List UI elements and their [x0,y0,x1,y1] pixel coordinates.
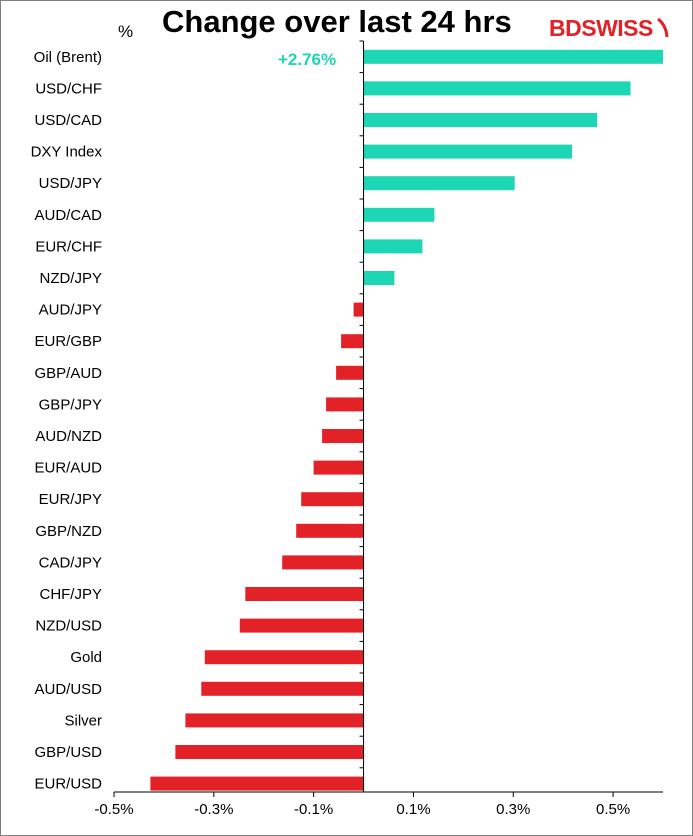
bar-dxy-index [363,144,573,159]
category-label: Silver [64,712,102,729]
bar-usd-cad [363,113,598,127]
category-label: USD/CAD [34,112,102,129]
bar-gbp-nzd [296,523,364,538]
category-label: EUR/JPY [39,491,102,508]
bar-eur-aud [313,460,364,475]
bar-eur-gbp [341,334,364,349]
category-label: GBP/NZD [35,523,102,540]
bar-gbp-jpy [326,397,364,412]
bar-eur-usd [150,776,364,791]
category-label: USD/JPY [39,175,102,192]
category-label: CAD/JPY [39,554,102,571]
category-label: AUD/USD [34,681,102,698]
bar-aud-cad [363,207,435,222]
x-tick-label: -0.1% [294,801,333,818]
category-label: EUR/GBP [34,333,102,350]
x-tick-label: 0.5% [596,801,630,818]
bar-gbp-usd [175,745,364,759]
category-label: AUD/JPY [39,302,102,319]
bar-aud-usd [201,681,364,696]
brand-logo: BD SWISS [549,14,670,42]
x-tick-label: -0.3% [194,801,233,818]
bar-cad-jpy [282,555,364,570]
brand-logo-bd: BD [549,14,582,41]
category-label: NZD/JPY [39,270,102,287]
bar-nzd-jpy [363,271,395,285]
category-label: CHF/JPY [39,586,102,603]
bar-usd-chf [363,81,631,96]
bar-aud-nzd [322,429,364,443]
bar-nzd-usd [239,618,364,633]
brand-swoosh-icon [656,17,669,38]
category-label: EUR/USD [34,776,102,793]
category-label: GBP/AUD [34,365,102,382]
category-label: DXY Index [31,144,103,161]
category-label: GBP/USD [34,744,102,761]
bar-chf-jpy [245,587,364,601]
category-label: EUR/AUD [34,460,102,477]
oil-value-annotation: +2.76% [278,50,337,69]
category-label: AUD/CAD [34,207,102,224]
bar-eur-jpy [301,492,364,507]
bar-eur-chf [363,239,423,254]
bar-gbp-aud [336,365,364,380]
bar-usd-jpy [363,176,515,191]
category-label: AUD/NZD [35,428,102,445]
x-tick-label: 0.3% [496,801,530,818]
category-label: USD/CHF [35,80,102,97]
category-label: NZD/USD [35,618,102,635]
category-label: Oil (Brent) [34,49,102,66]
x-tick-label: 0.1% [396,801,430,818]
bar-aud-jpy [353,302,364,317]
category-label: EUR/CHF [35,238,102,255]
bar-oil-brent- [363,49,663,64]
category-label: Gold [70,649,102,666]
chart-title: Change over last 24 hrs [162,4,512,39]
x-tick-label: -0.5% [94,801,133,818]
category-label: GBP/JPY [39,396,102,413]
bar-silver [185,713,364,728]
brand-logo-swiss: SWISS [581,14,653,41]
bar-gold [204,650,364,665]
unit-label: % [118,22,134,41]
